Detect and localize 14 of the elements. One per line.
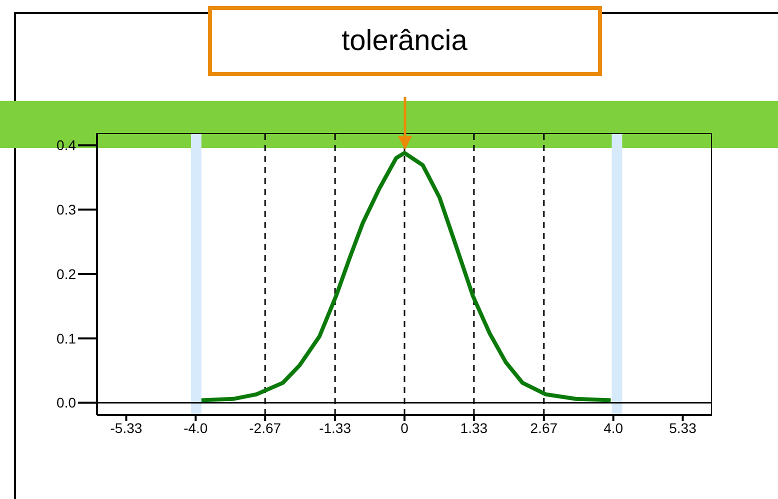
y-tick-label: 0.2: [56, 266, 76, 282]
x-tick-label: -5.33: [110, 420, 142, 436]
text: tolerância: [208, 6, 602, 76]
x-tick-label: 1.33: [460, 420, 488, 436]
x-tick-label: 5.33: [669, 420, 697, 436]
x-tick-label: -4.0: [184, 420, 208, 436]
x-tick-label: 2.67: [530, 420, 558, 436]
x-tick-label: -2.67: [249, 420, 282, 436]
y-tick-label: 0.0: [56, 394, 76, 411]
y-tick-label: 0.3: [56, 202, 76, 218]
x-tick-label: 0: [400, 420, 409, 436]
x-tick-label: 4.0: [604, 420, 624, 436]
y-tick-label: 0.1: [56, 330, 76, 346]
x-tick-label: -1.33: [319, 420, 352, 436]
